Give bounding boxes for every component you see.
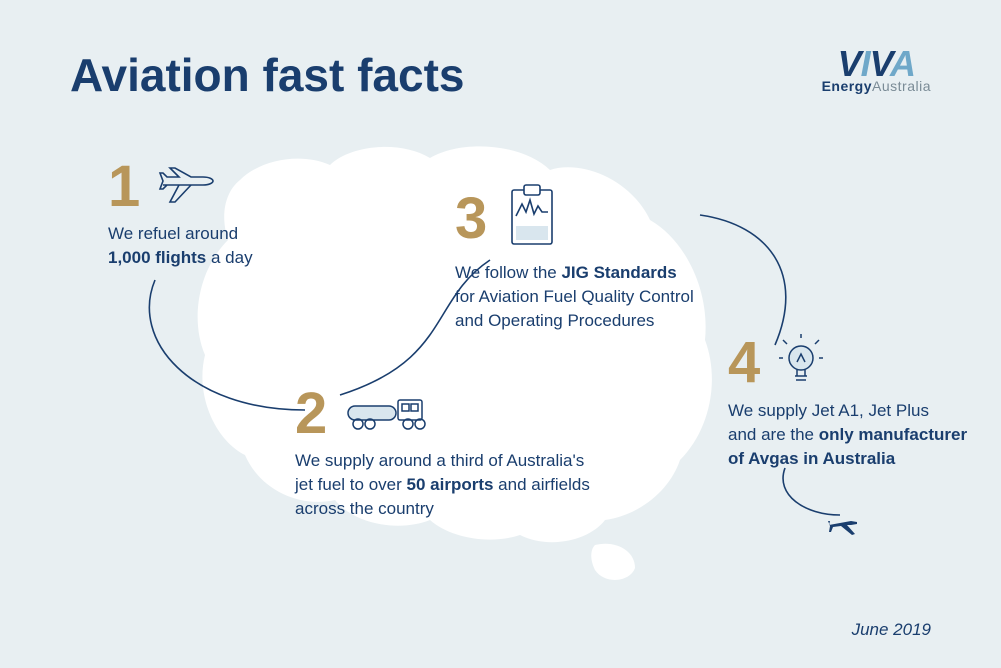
fact-3: 3 We follow the JIG Standards for Aviati… [455,182,765,332]
fact-number: 1 [108,158,140,216]
airplane-icon [157,164,219,211]
viva-logo: VIVA EnergyAustralia [822,48,931,94]
fact-number: 4 [728,334,760,392]
date-label: June 2019 [852,620,931,640]
bulb-icon [777,332,825,393]
fact-4: 4 We supply Jet A1, Jet Plus and are the… [728,332,978,470]
page-title: Aviation fast facts [70,48,465,102]
small-airplane-icon [825,510,861,545]
fact-number: 2 [295,385,327,443]
fact-2: 2 We supply around a third of Australia'… [295,385,635,520]
fact-1: 1 We refuel around 1,000 flights a day [108,158,348,270]
clipboard-icon [504,182,560,255]
fact-number: 3 [455,190,487,248]
truck-icon [344,392,432,437]
